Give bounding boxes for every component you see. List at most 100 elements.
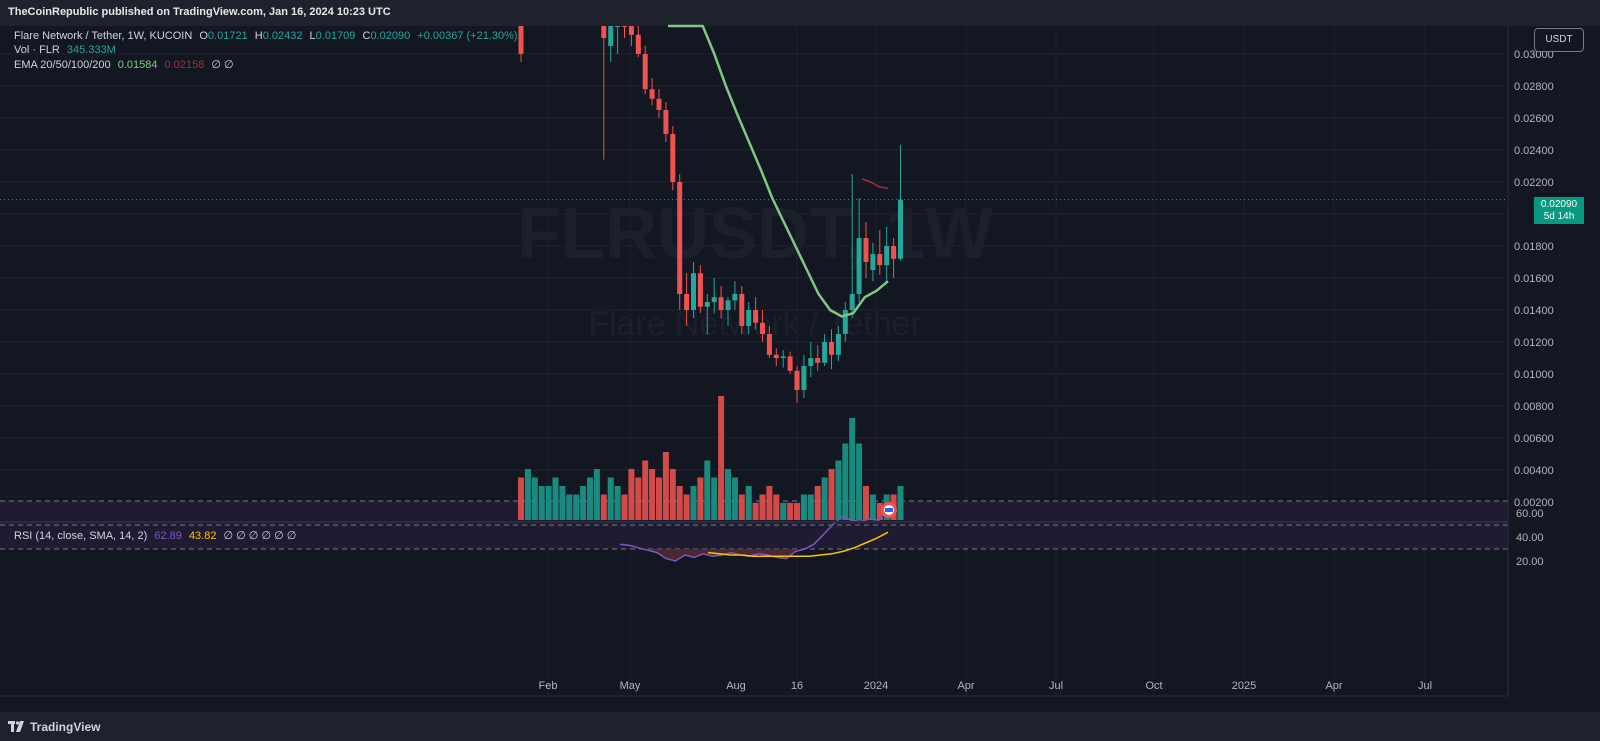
ema20-value: 0.01584 — [117, 59, 158, 71]
volume-bars — [518, 396, 904, 520]
volume-bar — [524, 469, 531, 520]
volume-bar — [876, 503, 883, 520]
rsi-tick-label: 60.00 — [1516, 508, 1544, 520]
price-tick-label: 0.01000 — [1514, 369, 1554, 381]
time-axis: Feb May Aug 16 2024 Apr Jul Oct 2025 Apr Jul — [539, 680, 1433, 692]
volume-bar — [821, 477, 828, 520]
volume-bar — [683, 494, 690, 520]
volume-bar — [759, 494, 766, 520]
volume-bar — [849, 418, 856, 520]
open-label: O — [199, 30, 208, 42]
volume-bar — [780, 503, 787, 520]
chart-canvas[interactable]: FLRUSDT, 1W Flare Network / Tether 0.030… — [0, 0, 1600, 712]
volume-bar — [656, 477, 662, 520]
current-price-label: 0.02090 5d 14h — [1534, 197, 1584, 224]
volume-bar — [766, 486, 773, 520]
volume-bar — [794, 503, 800, 520]
candle-body — [863, 238, 869, 262]
tradingview-logo-icon — [8, 721, 24, 732]
candle-body — [711, 297, 717, 302]
candle-body — [649, 89, 655, 99]
candle-body — [704, 302, 710, 307]
symbol-line: Flare Network / Tether, 1W, KUCOIN — [14, 30, 193, 42]
candle-body — [601, 26, 607, 38]
volume-bar — [642, 460, 649, 520]
volume-bar — [690, 486, 697, 520]
low-value: 0.01709 — [315, 30, 356, 42]
ema-label: EMA 20/50/100/200 — [14, 59, 111, 71]
symbol-legend[interactable]: Flare Network / Tether, 1W, KUCOIN O0.01… — [14, 30, 518, 42]
volume-bar — [573, 494, 580, 520]
rsi-oversold-fill — [656, 549, 667, 559]
watermark-ticker: FLRUSDT, 1W — [517, 194, 993, 274]
volume-bar — [697, 477, 704, 520]
volume-bar — [704, 460, 711, 520]
volume-bar — [600, 494, 607, 520]
watermark: FLRUSDT, 1W Flare Network / Tether — [517, 194, 993, 343]
time-tick-label: Jul — [1049, 680, 1063, 692]
rsi-tick-label: 20.00 — [1516, 556, 1544, 568]
high-label: H — [254, 30, 263, 42]
ema50-line — [861, 178, 889, 190]
candle-body — [794, 370, 800, 390]
volume-bar — [787, 503, 794, 520]
low-label: L — [309, 30, 316, 42]
candle-body — [780, 356, 786, 358]
volume-bar — [593, 469, 600, 520]
time-tick-label: Apr — [957, 680, 974, 692]
price-tick-label: 0.01400 — [1514, 305, 1554, 317]
current-price-value: 0.02090 — [1540, 199, 1578, 210]
volume-bar — [869, 494, 876, 520]
volume-bar — [580, 486, 587, 520]
volume-bar — [587, 477, 593, 520]
volume-bar — [711, 477, 718, 520]
high-value: 0.02432 — [262, 30, 303, 42]
footer-brand: TradingView — [30, 720, 101, 734]
volume-legend[interactable]: Vol · FLR 345.333M — [14, 44, 116, 56]
rsi-legend[interactable]: RSI (14, close, SMA, 14, 2) 62.89 43.82 … — [14, 529, 296, 542]
volume-bar — [807, 494, 814, 520]
rsi-oversold-fill — [693, 549, 704, 558]
currency-selector[interactable]: USDT — [1534, 28, 1584, 52]
ema-legend[interactable]: EMA 20/50/100/200 0.01584 0.02158 ∅ ∅ — [14, 58, 234, 71]
candle-body — [808, 358, 814, 366]
candle-body — [622, 26, 627, 27]
price-tick-label: 0.02200 — [1514, 177, 1554, 189]
candle-body — [856, 238, 862, 294]
volume-bar — [545, 486, 552, 520]
volume-bar — [863, 486, 869, 520]
rsi-oversold-fill — [730, 549, 741, 555]
volume-bar — [835, 460, 842, 520]
candle-body — [656, 98, 662, 110]
volume-bar — [628, 469, 635, 520]
price-tick-label: 0.02400 — [1514, 145, 1554, 157]
rsi-line — [619, 508, 889, 562]
volume-bar — [745, 486, 752, 520]
rsi-sma-line — [707, 531, 889, 557]
candle-body — [760, 322, 765, 334]
candles — [0, 26, 1508, 403]
publisher-bar: TheCoinRepublic published on TradingView… — [0, 0, 1600, 26]
rsi-tick-label: 40.00 — [1516, 532, 1544, 544]
volume-bar — [718, 396, 725, 520]
candle-body — [732, 294, 738, 301]
price-tick-label: 0.01600 — [1514, 273, 1554, 285]
volume-bar — [607, 477, 614, 520]
candle-body — [608, 26, 614, 46]
grid-lines — [0, 26, 1508, 696]
candle-body — [670, 134, 676, 182]
rsi-oversold-fill — [703, 549, 713, 557]
volume-bar — [731, 477, 738, 520]
volume-bar — [842, 443, 849, 520]
candle-body — [628, 26, 634, 35]
volume-bar — [538, 486, 545, 520]
volume-bar — [897, 486, 904, 520]
countdown-value: 5d 14h — [1543, 211, 1575, 222]
candle-body — [635, 34, 641, 54]
flag-icon[interactable] — [881, 502, 897, 518]
rsi-oversold-fill — [666, 549, 676, 561]
time-tick-label: Feb — [539, 680, 558, 692]
candle-body — [691, 273, 696, 310]
candle-body — [773, 354, 779, 358]
open-value: 0.01721 — [207, 30, 248, 42]
